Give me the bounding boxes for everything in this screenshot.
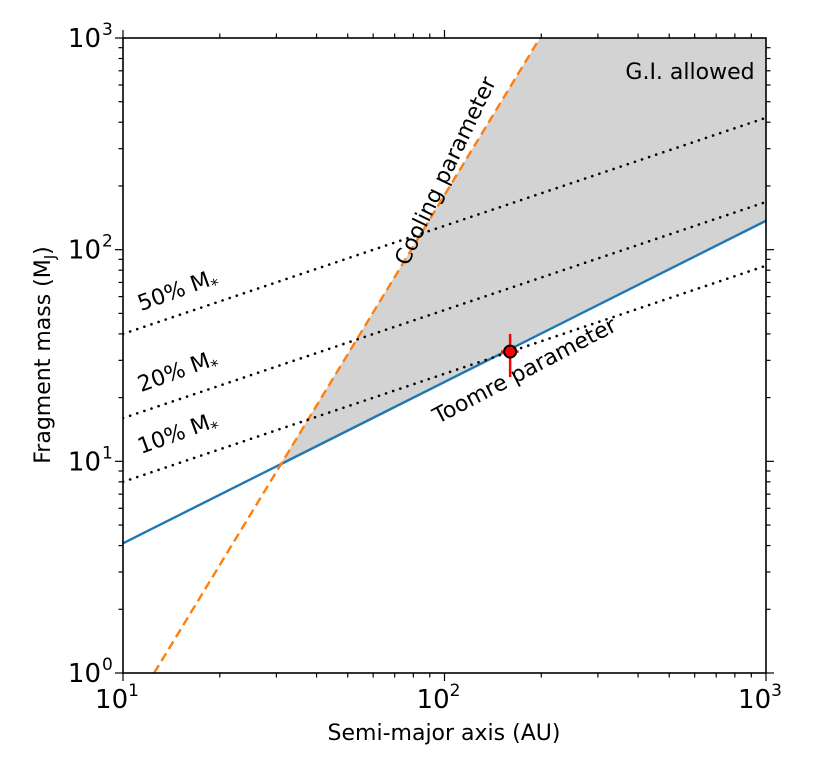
x-tick-exponent: 2: [450, 681, 461, 701]
gi-allowed-region: [278, 38, 766, 468]
series-line-4: [123, 264, 766, 484]
y-tick-exponent: 1: [102, 443, 113, 463]
x-tick-exponent: 3: [771, 681, 782, 701]
x-tick-label: 102: [417, 681, 461, 715]
y-tick-label: 10: [68, 659, 101, 689]
x-tick-exponent: 1: [128, 681, 139, 701]
y-axis-label: Fragment mass (MJ): [31, 246, 59, 464]
series-line-3: [123, 200, 766, 420]
region-label: G.I. allowed: [625, 60, 754, 85]
y-axis-label-end: ): [31, 246, 56, 255]
y-tick-exponent: 2: [102, 232, 113, 252]
series-line-1: [153, 38, 541, 673]
y-tick-label: 10: [68, 236, 101, 266]
series-line-2: [123, 116, 766, 336]
y-tick-label: 10: [68, 24, 101, 54]
series-line-0: [123, 219, 766, 545]
y-axis-label-main: Fragment mass (M: [31, 259, 56, 463]
x-tick-label: 101: [95, 681, 139, 715]
x-axis-label: Semi-major axis (AU): [328, 721, 561, 746]
y-tick-exponent: 0: [102, 655, 113, 675]
y-tick-label: 10: [68, 447, 101, 477]
series-group: [123, 38, 766, 673]
data-point-group: [501, 333, 519, 378]
data-point-marker: [503, 344, 518, 359]
y-axis-label-sub: J: [41, 255, 59, 260]
y-tick-exponent: 3: [102, 20, 113, 40]
